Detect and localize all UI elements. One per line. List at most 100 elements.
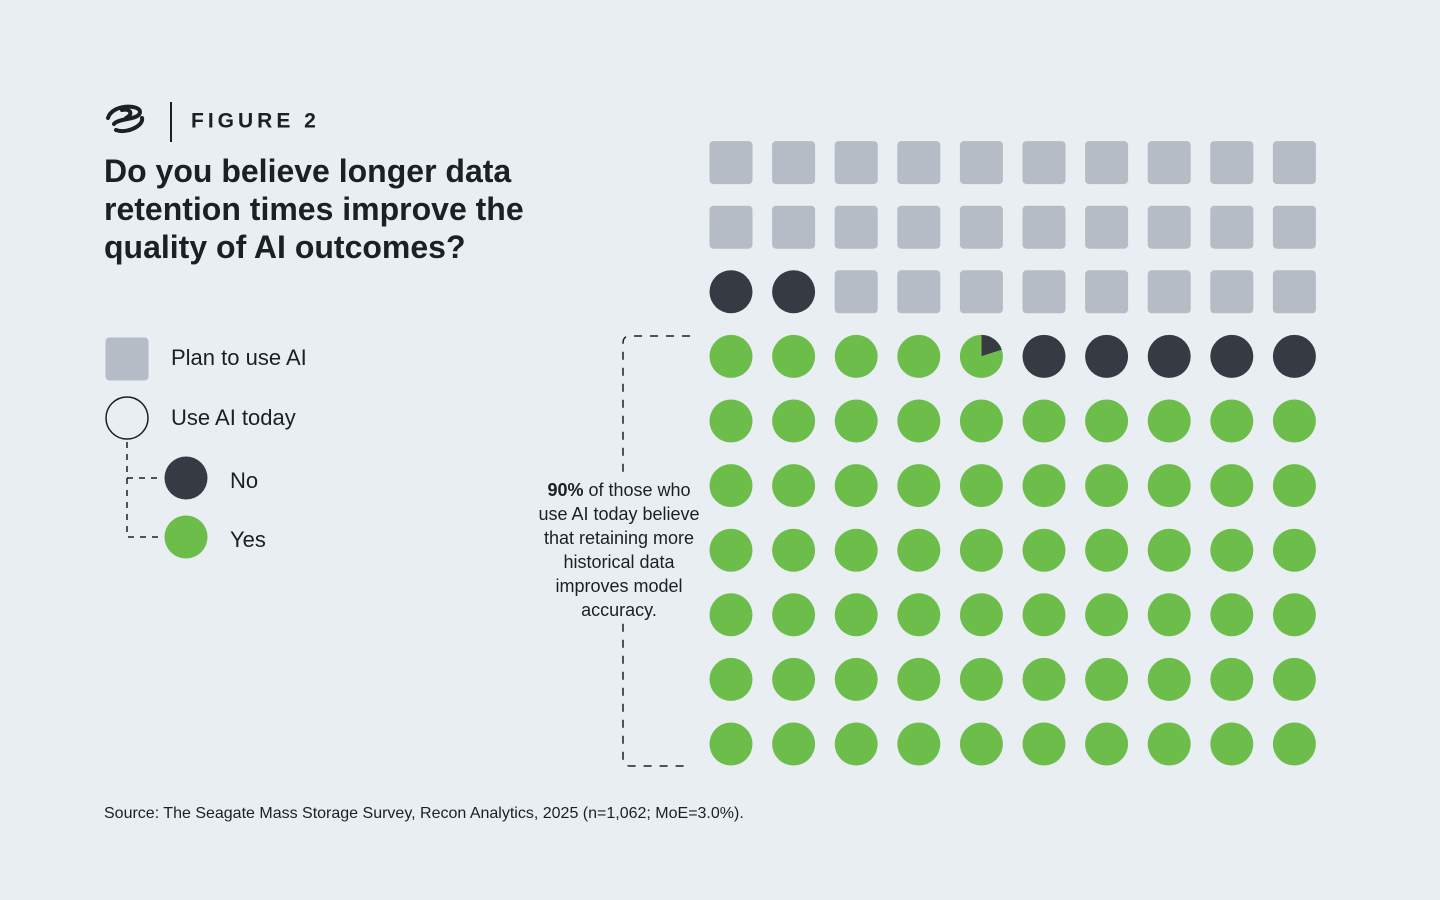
waffle-cell xyxy=(959,464,1003,508)
waffle-cell xyxy=(1210,722,1254,766)
waffle-cell xyxy=(709,657,753,701)
waffle-cell xyxy=(897,464,941,508)
legend-swatch xyxy=(164,515,208,559)
waffle-cell xyxy=(709,528,753,572)
waffle-cell xyxy=(834,464,878,508)
waffle-cell xyxy=(1022,334,1066,378)
legend-group-swatch xyxy=(105,396,149,440)
legend-label: No xyxy=(230,468,258,493)
waffle-cell xyxy=(709,464,753,508)
waffle-cell xyxy=(1272,270,1316,314)
waffle-cell xyxy=(897,399,941,443)
waffle-cell xyxy=(1272,141,1316,185)
waffle-cell xyxy=(897,205,941,249)
waffle-cell xyxy=(1210,270,1254,314)
waffle-cell xyxy=(1147,141,1191,185)
waffle-cell xyxy=(1210,399,1254,443)
waffle-cell xyxy=(959,399,1003,443)
legend-label: Yes xyxy=(230,527,266,552)
figure-label: FIGURE 2 xyxy=(191,110,320,133)
waffle-cell xyxy=(1085,205,1129,249)
waffle-cell xyxy=(772,399,816,443)
waffle-cell xyxy=(897,334,941,378)
chart-title: Do you believe longer data retention tim… xyxy=(104,153,524,265)
waffle-cell xyxy=(834,205,878,249)
waffle-cell xyxy=(772,141,816,185)
waffle-cell xyxy=(772,593,816,637)
waffle-cell xyxy=(1085,141,1129,185)
waffle-cell xyxy=(1210,205,1254,249)
waffle-cell xyxy=(1085,528,1129,572)
waffle-cell xyxy=(772,205,816,249)
waffle-cell xyxy=(709,399,753,443)
waffle-cell xyxy=(1022,205,1066,249)
waffle-cell xyxy=(1022,464,1066,508)
legend-label: Plan to use AI xyxy=(171,345,307,370)
waffle-cell-part xyxy=(959,334,1003,378)
waffle-cell xyxy=(1147,399,1191,443)
waffle-cell xyxy=(1210,334,1254,378)
waffle-cell-part xyxy=(981,334,1002,357)
waffle-cell xyxy=(772,464,816,508)
waffle-cell xyxy=(834,528,878,572)
waffle-cell xyxy=(1272,205,1316,249)
waffle-cell xyxy=(772,334,816,378)
waffle-cell xyxy=(1210,141,1254,185)
waffle-cell xyxy=(709,141,753,185)
waffle-cell xyxy=(709,205,753,249)
waffle-cell xyxy=(1272,399,1316,443)
waffle-cell xyxy=(897,593,941,637)
waffle-cell xyxy=(959,657,1003,701)
waffle-cell xyxy=(1085,399,1129,443)
waffle-cell xyxy=(834,399,878,443)
waffle-cell xyxy=(1272,657,1316,701)
waffle-cell xyxy=(1147,270,1191,314)
waffle-cell xyxy=(709,593,753,637)
waffle-cell xyxy=(1210,593,1254,637)
waffle-cell xyxy=(1022,657,1066,701)
waffle-cell xyxy=(1022,528,1066,572)
waffle-cell xyxy=(834,270,878,314)
waffle-cell xyxy=(1272,593,1316,637)
waffle-cell xyxy=(1147,334,1191,378)
waffle-cell xyxy=(1085,657,1129,701)
waffle-cell xyxy=(1147,528,1191,572)
waffle-cell xyxy=(959,528,1003,572)
waffle-cell xyxy=(1022,270,1066,314)
waffle-cell xyxy=(1210,528,1254,572)
waffle-cell xyxy=(897,722,941,766)
legend-swatch xyxy=(164,456,208,500)
legend-connectors xyxy=(126,442,160,538)
waffle-cell xyxy=(709,270,753,314)
waffle-cell xyxy=(772,528,816,572)
waffle-cell xyxy=(1147,464,1191,508)
waffle-cell xyxy=(772,722,816,766)
waffle-cell xyxy=(1022,141,1066,185)
legend-group-label: Use AI today xyxy=(171,405,296,430)
waffle-cell xyxy=(834,657,878,701)
logo xyxy=(106,104,145,133)
waffle-cell xyxy=(1022,399,1066,443)
waffle-cell xyxy=(1210,464,1254,508)
waffle-cell xyxy=(1085,593,1129,637)
annotation-text: of those who use AI today believe that r… xyxy=(538,480,700,620)
waffle-cell xyxy=(709,334,753,378)
waffle-cell xyxy=(959,722,1003,766)
waffle-cell xyxy=(772,657,816,701)
annotation-highlight: 90% xyxy=(547,480,584,500)
waffle-cell xyxy=(1147,722,1191,766)
waffle-cell xyxy=(959,270,1003,314)
waffle-cell xyxy=(897,141,941,185)
waffle-cell xyxy=(1272,334,1316,378)
waffle-cell xyxy=(772,270,816,314)
source: Source: The Seagate Mass Storage Survey,… xyxy=(104,805,744,822)
waffle-cell xyxy=(1147,205,1191,249)
annotation: 90% of those who use AI today believe th… xyxy=(534,478,704,622)
waffle-cell xyxy=(1085,270,1129,314)
waffle-cell xyxy=(959,205,1003,249)
waffle-cell xyxy=(709,722,753,766)
waffle-cell xyxy=(834,141,878,185)
waffle-cell xyxy=(1272,528,1316,572)
waffle-cell xyxy=(834,334,878,378)
